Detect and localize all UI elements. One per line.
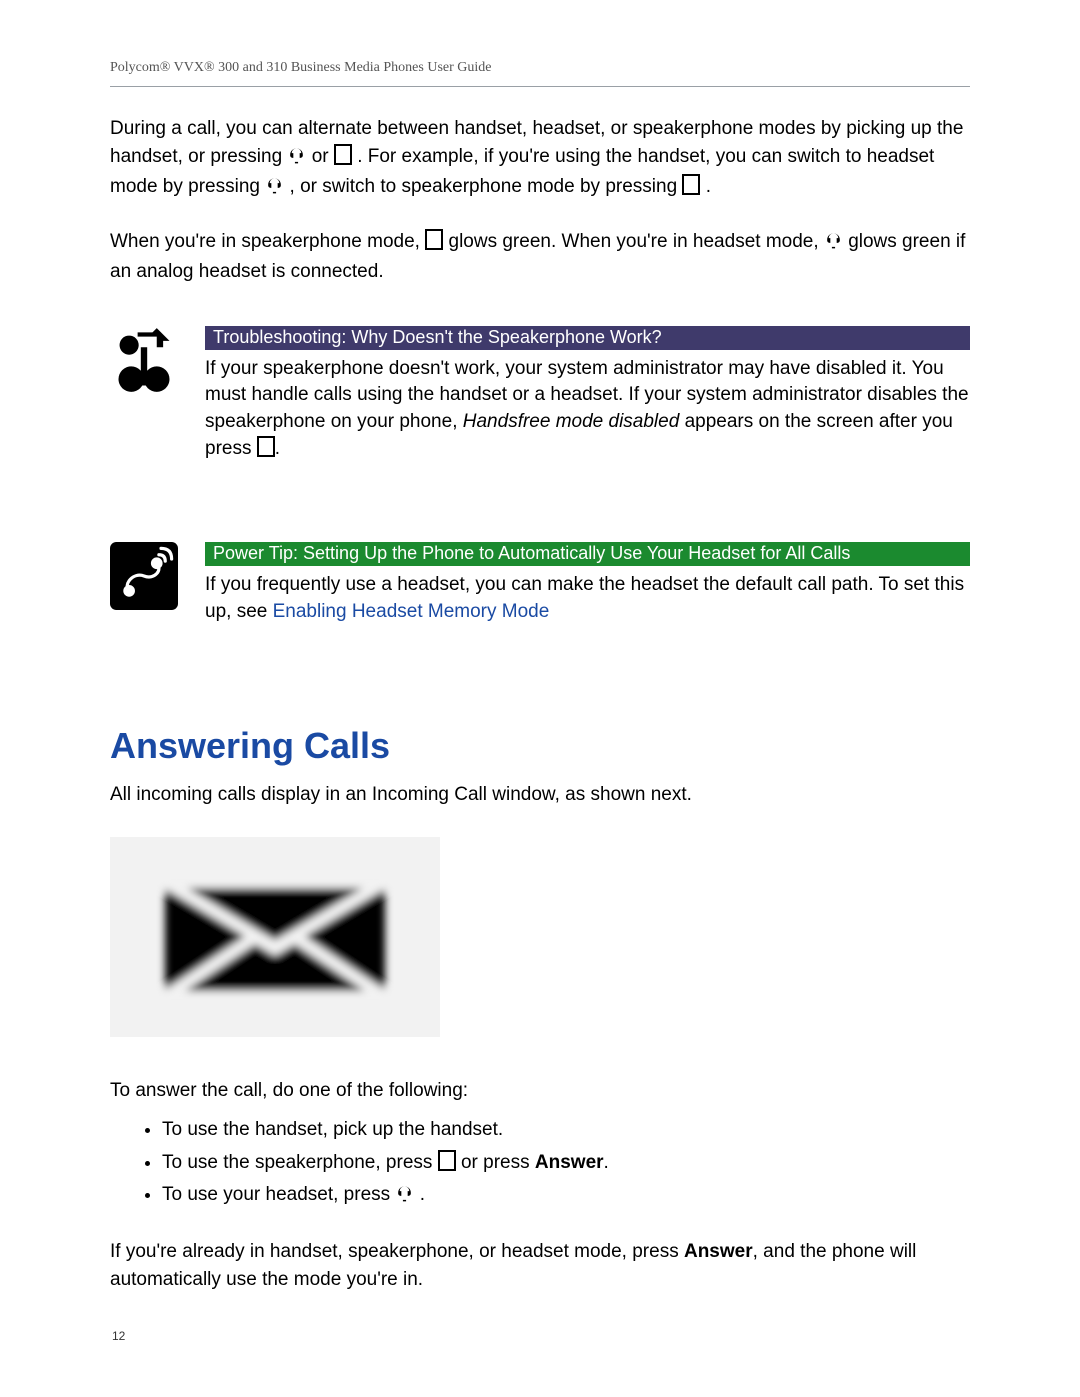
- powertip-title: Power Tip: Setting Up the Phone to Autom…: [205, 542, 970, 566]
- powertip-callout: Power Tip: Setting Up the Phone to Autom…: [110, 542, 970, 625]
- text: , or switch to speakerphone mode by pres…: [290, 176, 683, 197]
- document-page: Polycom® VVX® 300 and 310 Business Media…: [0, 0, 1080, 1397]
- answer-options-list: To use the handset, pick up the handset.…: [110, 1114, 970, 1214]
- headset-icon: [287, 146, 306, 174]
- paragraph-intro: All incoming calls display in an Incomin…: [110, 781, 970, 809]
- list-item: To use your headset, press .: [162, 1179, 970, 1214]
- paragraph-closing: If you're already in handset, speakerpho…: [110, 1238, 970, 1293]
- text: .: [706, 176, 711, 197]
- text: or: [312, 146, 334, 167]
- page-number: 12: [112, 1329, 125, 1343]
- speakerphone-icon: [425, 229, 443, 250]
- text: glows green. When you're in headset mode…: [449, 231, 824, 252]
- troubleshoot-icon: [110, 326, 178, 394]
- troubleshooting-callout: Troubleshooting: Why Doesn't the Speaker…: [110, 326, 970, 462]
- paragraph-modes: During a call, you can alternate between…: [110, 115, 970, 204]
- heading-answering-calls: Answering Calls: [110, 725, 970, 767]
- headset-icon: [395, 1182, 414, 1214]
- text: .: [420, 1184, 425, 1205]
- text: When you're in speakerphone mode,: [110, 231, 425, 252]
- text: To use the handset, pick up the handset.: [162, 1119, 503, 1140]
- text: If you're already in handset, speakerpho…: [110, 1241, 684, 1262]
- powertip-text: If you frequently use a headset, you can…: [205, 572, 970, 625]
- paragraph-answer-intro: To answer the call, do one of the follow…: [110, 1077, 970, 1105]
- text: To use the speakerphone, press: [162, 1152, 438, 1173]
- text: To use your headset, press: [162, 1184, 395, 1205]
- figure-incoming-call: [110, 837, 440, 1037]
- paragraph-glows: When you're in speakerphone mode, glows …: [110, 228, 970, 286]
- troubleshoot-text: If your speakerphone doesn't work, your …: [205, 356, 970, 462]
- envelope-icon: [145, 857, 405, 1017]
- callout-icon-cell: [110, 542, 205, 615]
- list-item: To use the handset, pick up the handset.: [162, 1114, 970, 1146]
- speakerphone-icon: [257, 436, 275, 457]
- link-headset-memory[interactable]: Enabling Headset Memory Mode: [273, 601, 550, 622]
- text-bold: Answer: [535, 1152, 604, 1173]
- headset-icon: [824, 231, 843, 259]
- callout-body: Troubleshooting: Why Doesn't the Speaker…: [205, 326, 970, 462]
- text-bold: Answer: [684, 1241, 753, 1262]
- speakerphone-icon: [334, 144, 352, 165]
- headset-icon: [265, 176, 284, 204]
- troubleshoot-title: Troubleshooting: Why Doesn't the Speaker…: [205, 326, 970, 350]
- speakerphone-icon: [682, 174, 700, 195]
- text: .: [275, 438, 280, 459]
- callout-body: Power Tip: Setting Up the Phone to Autom…: [205, 542, 970, 625]
- text: or press: [461, 1152, 535, 1173]
- text-italic: Handsfree mode disabled: [463, 411, 680, 432]
- running-header: Polycom® VVX® 300 and 310 Business Media…: [110, 60, 970, 76]
- list-item: To use the speakerphone, press or press …: [162, 1147, 970, 1179]
- speakerphone-icon: [438, 1150, 456, 1171]
- powertip-icon: [110, 542, 178, 610]
- text: .: [604, 1152, 609, 1173]
- callout-icon-cell: [110, 326, 205, 399]
- header-rule: [110, 86, 970, 87]
